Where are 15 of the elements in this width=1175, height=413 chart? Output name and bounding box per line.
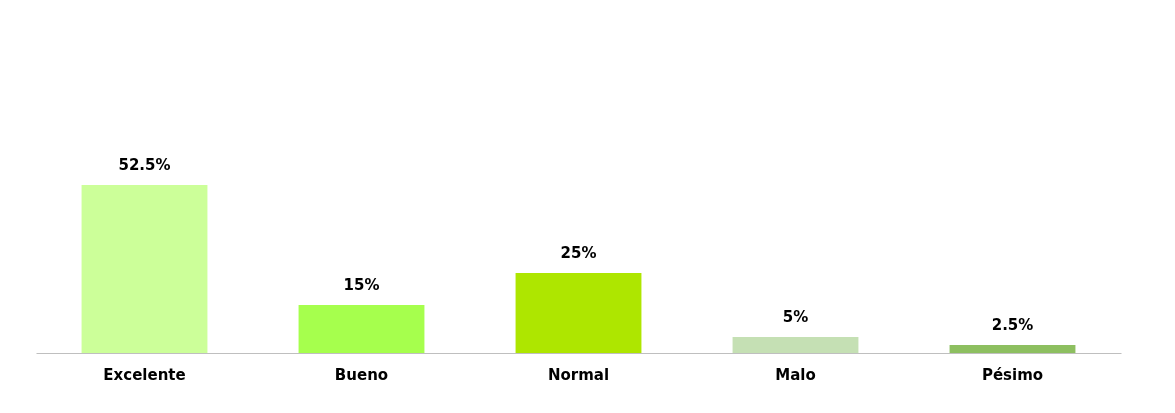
data-label: 5% xyxy=(782,308,809,326)
x-tick-label: Pésimo xyxy=(981,365,1044,384)
data-label: 52.5% xyxy=(118,156,171,174)
data-label: 25% xyxy=(560,244,597,262)
x-tick-label: Malo xyxy=(775,365,816,384)
bar xyxy=(732,337,859,353)
bar xyxy=(81,185,208,353)
x-tick-label: Bueno xyxy=(334,365,389,384)
data-label: 2.5% xyxy=(991,316,1034,334)
bar xyxy=(515,273,642,353)
data-label: 15% xyxy=(343,276,380,294)
x-tick-label: Normal xyxy=(547,365,610,384)
x-tick-label: Excelente xyxy=(103,365,186,384)
bar xyxy=(949,345,1076,353)
bar xyxy=(298,305,425,353)
